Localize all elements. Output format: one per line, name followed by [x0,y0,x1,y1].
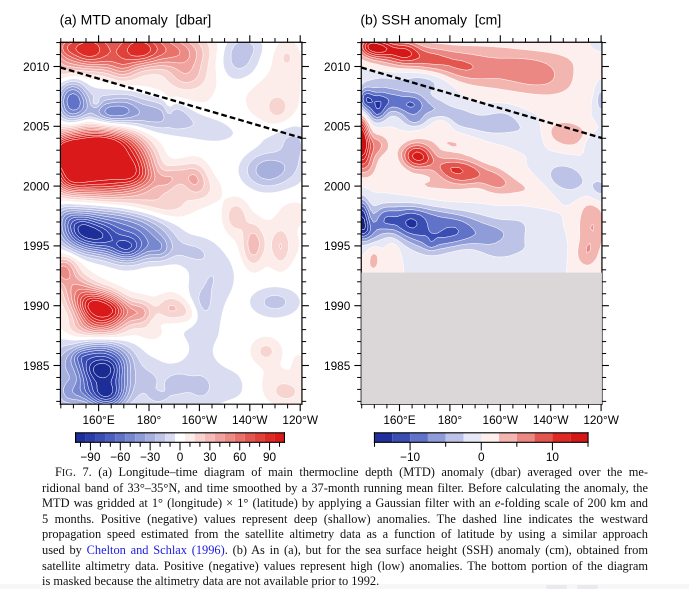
svg-text:2005: 2005 [23,120,50,134]
svg-text:180°: 180° [137,413,162,427]
svg-text:(a) MTD anomaly [dbar]: (a) MTD anomaly [dbar] [60,11,212,27]
svg-text:1990: 1990 [324,299,351,313]
svg-text:140°W: 140°W [232,413,268,427]
svg-text:180°: 180° [438,413,463,427]
svg-text:90: 90 [263,450,277,464]
svg-text:60: 60 [233,450,247,464]
svg-text:2000: 2000 [324,179,351,193]
svg-text:2010: 2010 [324,60,351,74]
svg-text:1995: 1995 [324,239,351,253]
svg-text:2000: 2000 [23,179,50,193]
svg-text:−30: −30 [140,450,160,464]
svg-text:(b) SSH anomaly [cm]: (b) SSH anomaly [cm] [360,11,501,27]
svg-text:0: 0 [478,450,485,464]
svg-text:120°W: 120°W [282,413,318,427]
svg-text:2010: 2010 [23,60,50,74]
svg-text:1990: 1990 [23,299,50,313]
svg-text:2005: 2005 [324,120,351,134]
svg-text:−90: −90 [80,450,100,464]
svg-text:30: 30 [203,450,217,464]
svg-text:−60: −60 [110,450,130,464]
svg-text:1985: 1985 [324,359,351,373]
svg-text:140°W: 140°W [533,413,569,427]
svg-text:160°E: 160°E [383,413,415,427]
svg-text:−10: −10 [400,450,420,464]
svg-text:160°W: 160°W [182,413,218,427]
svg-text:120°W: 120°W [583,413,619,427]
svg-text:1985: 1985 [23,359,50,373]
svg-text:10: 10 [546,450,560,464]
svg-text:0: 0 [177,450,184,464]
svg-text:1995: 1995 [23,239,50,253]
svg-text:160°W: 160°W [483,413,519,427]
svg-text:160°E: 160°E [82,413,114,427]
